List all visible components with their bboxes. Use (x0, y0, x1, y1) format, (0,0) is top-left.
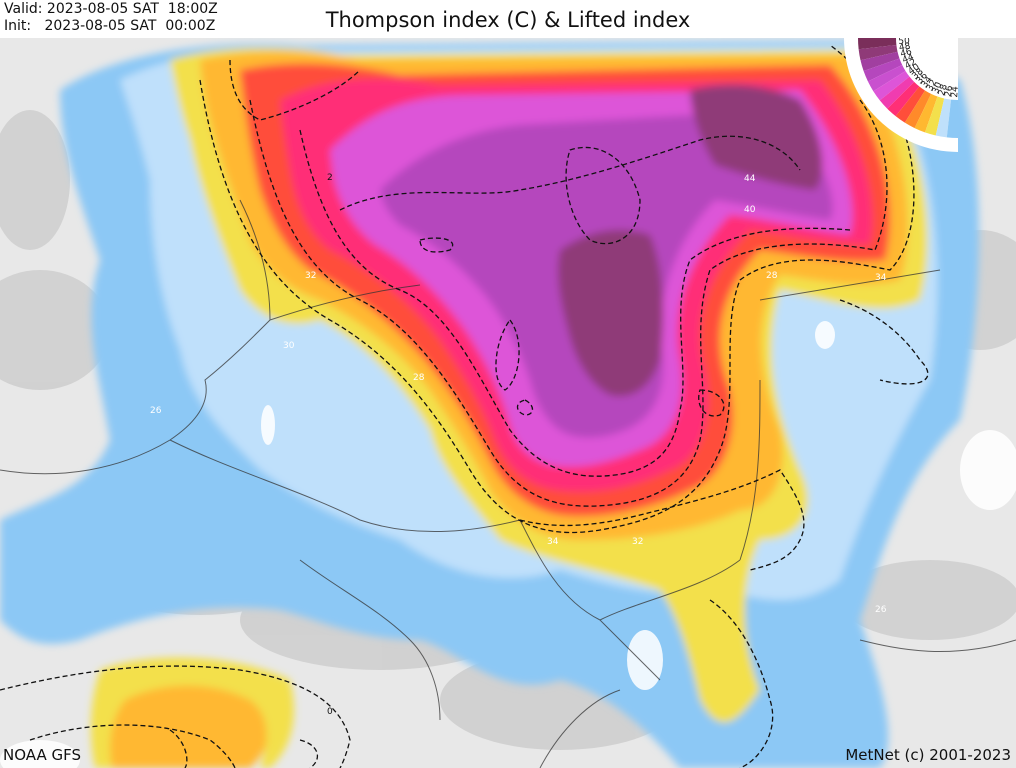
map-title: Thompson index (C) & Lifted index (325, 8, 691, 32)
legend-tick-label: 42 (904, 57, 919, 71)
water-bodies (0, 321, 1016, 768)
legend-tick-label: 44 (901, 52, 916, 66)
legend-tick-label: 28 (937, 83, 950, 97)
init-value: 2023-08-05 SAT 00:00Z (44, 18, 216, 34)
contour-labels: 44 40 28 34 32 30 28 26 34 32 26 2 0 (150, 173, 887, 717)
legend-color-band (924, 96, 945, 136)
thompson-fill (0, 40, 979, 768)
lifted-index-contours (0, 44, 929, 768)
valid-label: Valid: (4, 1, 43, 17)
legend-color-band (887, 81, 920, 117)
contour-label: 34 (547, 537, 559, 547)
contour-label: 26 (150, 406, 162, 416)
contour-label: 40 (744, 205, 756, 215)
fill-south-orange (104, 675, 271, 768)
legend-tick-label: 26 (944, 85, 956, 98)
weather-map[interactable]: 44 40 28 34 32 30 28 26 34 32 26 2 0 504… (0, 38, 1016, 768)
legend-tick-label: 48 (898, 42, 911, 54)
map-header: Valid: 2023-08-05 SAT 18:00Z Init: 2023-… (0, 0, 1016, 38)
legend-color-band (867, 64, 906, 92)
legend-tick-label: 46 (899, 47, 913, 60)
legend-color-band (914, 93, 938, 133)
legend-tick-label: 30 (931, 81, 945, 96)
legend-color-band (860, 51, 900, 72)
init-time: Init: 2023-08-05 SAT 00:00Z (4, 18, 215, 34)
valid-value: 2023-08-05 SAT 18:00Z (46, 1, 218, 17)
contour-label: 26 (875, 605, 887, 615)
legend-color-band (857, 38, 897, 50)
legend-color-band (904, 90, 932, 129)
contour-label: 0 (327, 707, 333, 717)
legend-color-band (946, 99, 958, 138)
legend-color-band (863, 58, 903, 82)
legend-tick-label: 32 (925, 78, 939, 93)
legend-color-band (935, 98, 952, 138)
contour-label: 2 (327, 173, 333, 183)
contour-label: 34 (875, 273, 887, 283)
contour-label: 28 (413, 373, 425, 383)
legend-tick-label: 50 (898, 38, 910, 47)
fill-deep-purple (557, 84, 823, 397)
init-label: Init: (4, 18, 32, 34)
legend-color-band (873, 70, 910, 101)
legend-color-band (895, 86, 926, 123)
legend-color-band (879, 76, 915, 109)
fill-south-yellow (90, 657, 294, 768)
data-source-label: NOAA GFS (3, 746, 81, 764)
contour-label: 32 (632, 537, 643, 547)
valid-time: Valid: 2023-08-05 SAT 18:00Z (4, 1, 218, 17)
legend-color-band (858, 44, 898, 61)
contour-label: 32 (305, 271, 316, 281)
contour-label: 30 (283, 341, 295, 351)
legend-tick-label: 24 (950, 86, 961, 98)
copyright-label: MetNet (c) 2001-2023 (845, 746, 1011, 764)
contour-label: 44 (744, 174, 756, 184)
country-borders (0, 199, 1016, 768)
contour-label: 28 (766, 271, 778, 281)
